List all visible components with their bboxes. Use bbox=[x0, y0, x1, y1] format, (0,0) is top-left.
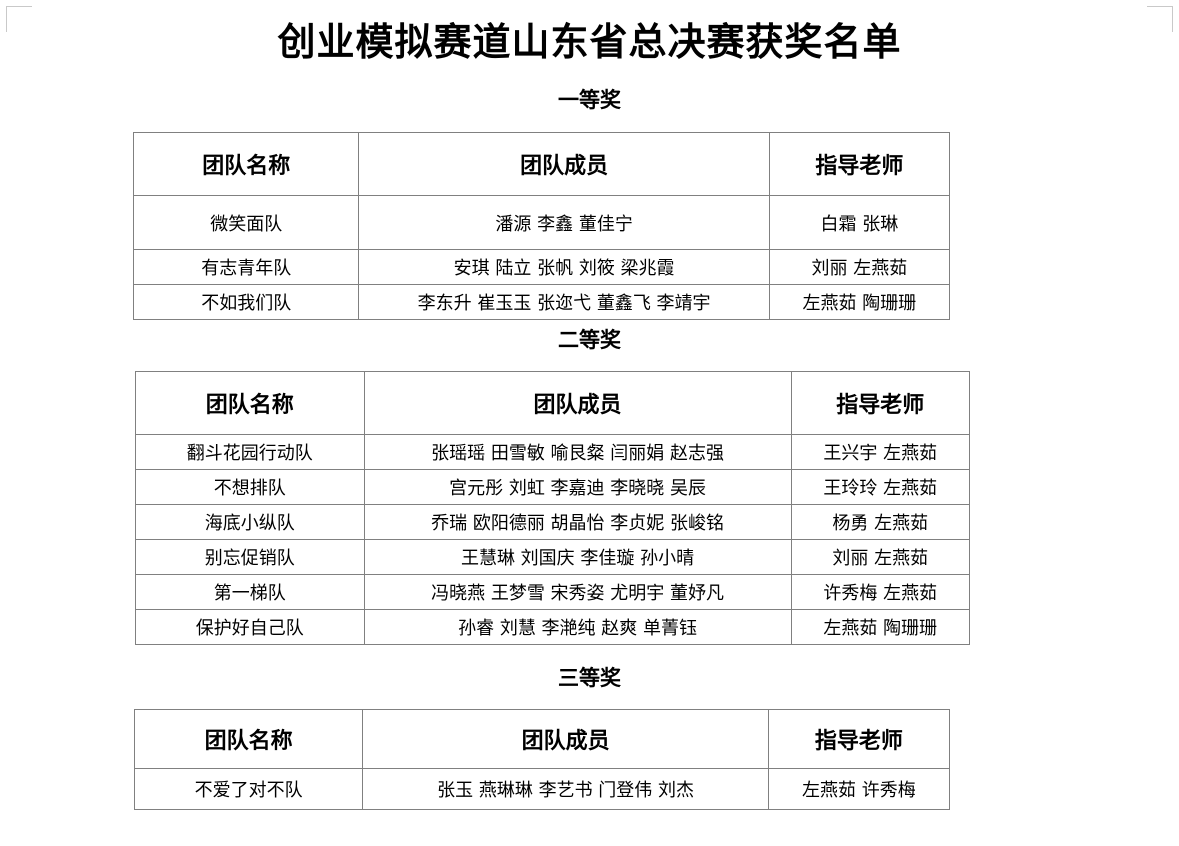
column-header-team-members: 团队成员 bbox=[363, 371, 792, 435]
table-row: 微笑面队 潘源 李鑫 董佳宁 白霜 张琳 bbox=[132, 195, 951, 250]
cell-mentor: 刘丽 左燕茹 bbox=[790, 539, 971, 575]
table-row: 第一梯队 冯晓燕 王梦雪 宋秀姿 尤明宇 董妤凡 许秀梅 左燕茹 bbox=[135, 574, 971, 610]
column-header-team-name: 团队名称 bbox=[132, 132, 360, 196]
cell-mentor: 左燕茹 陶珊珊 bbox=[768, 284, 951, 320]
cell-team-members: 乔瑞 欧阳德丽 胡晶怡 李贞妮 张峻铭 bbox=[363, 504, 792, 540]
table-row: 翻斗花园行动队 张瑶瑶 田雪敏 喻艮粲 闫丽娟 赵志强 王兴宇 左燕茹 bbox=[135, 434, 971, 470]
column-header-team-members: 团队成员 bbox=[362, 709, 769, 769]
column-header-mentor: 指导老师 bbox=[790, 371, 971, 435]
cell-team-name: 有志青年队 bbox=[132, 249, 360, 285]
cell-team-name: 翻斗花园行动队 bbox=[135, 434, 365, 470]
column-header-mentor: 指导老师 bbox=[767, 709, 951, 769]
cell-team-members: 潘源 李鑫 董佳宁 bbox=[358, 195, 770, 250]
cell-mentor: 王兴宇 左燕茹 bbox=[790, 434, 971, 470]
third-prize-table: 团队名称 团队成员 指导老师 不爱了对不队 张玉 燕琳琳 李艺书 门登伟 刘杰 … bbox=[133, 709, 951, 810]
cell-mentor: 王玲玲 左燕茹 bbox=[790, 469, 971, 505]
cell-mentor: 左燕茹 陶珊珊 bbox=[790, 609, 971, 645]
table-header-row: 团队名称 团队成员 指导老师 bbox=[132, 132, 951, 196]
table-row: 不爱了对不队 张玉 燕琳琳 李艺书 门登伟 刘杰 左燕茹 许秀梅 bbox=[133, 768, 951, 810]
cell-mentor: 刘丽 左燕茹 bbox=[768, 249, 951, 285]
table-row: 别忘促销队 王慧琳 刘国庆 李佳璇 孙小晴 刘丽 左燕茹 bbox=[135, 539, 971, 575]
table-row: 保护好自己队 孙睿 刘慧 李滟纯 赵爽 单菁钰 左燕茹 陶珊珊 bbox=[135, 609, 971, 645]
cell-team-name: 微笑面队 bbox=[132, 195, 360, 250]
table-row: 不如我们队 李东升 崔玉玉 张迩弋 董鑫飞 李靖宇 左燕茹 陶珊珊 bbox=[132, 284, 951, 320]
cell-team-members: 王慧琳 刘国庆 李佳璇 孙小晴 bbox=[363, 539, 792, 575]
column-header-team-members: 团队成员 bbox=[358, 132, 770, 196]
table-row: 有志青年队 安琪 陆立 张帆 刘筱 梁兆霞 刘丽 左燕茹 bbox=[132, 249, 951, 285]
third-prize-table-wrapper: 团队名称 团队成员 指导老师 不爱了对不队 张玉 燕琳琳 李艺书 门登伟 刘杰 … bbox=[133, 709, 951, 810]
cell-team-members: 宫元彤 刘虹 李嘉迪 李晓晓 吴辰 bbox=[363, 469, 792, 505]
column-header-mentor: 指导老师 bbox=[768, 132, 951, 196]
table-header-row: 团队名称 团队成员 指导老师 bbox=[133, 709, 951, 769]
table-row: 不想排队 宫元彤 刘虹 李嘉迪 李晓晓 吴辰 王玲玲 左燕茹 bbox=[135, 469, 971, 505]
second-prize-table: 团队名称 团队成员 指导老师 翻斗花园行动队 张瑶瑶 田雪敏 喻艮粲 闫丽娟 赵… bbox=[135, 371, 971, 645]
table-header-row: 团队名称 团队成员 指导老师 bbox=[135, 371, 971, 435]
cell-mentor: 杨勇 左燕茹 bbox=[790, 504, 971, 540]
cell-team-name: 别忘促销队 bbox=[135, 539, 365, 575]
cell-mentor: 白霜 张琳 bbox=[768, 195, 951, 250]
cell-team-name: 不如我们队 bbox=[132, 284, 360, 320]
cell-team-members: 李东升 崔玉玉 张迩弋 董鑫飞 李靖宇 bbox=[358, 284, 770, 320]
first-prize-table: 团队名称 团队成员 指导老师 微笑面队 潘源 李鑫 董佳宁 白霜 张琳 有志青年… bbox=[132, 132, 951, 320]
second-prize-table-wrapper: 团队名称 团队成员 指导老师 翻斗花园行动队 张瑶瑶 田雪敏 喻艮粲 闫丽娟 赵… bbox=[135, 371, 971, 645]
section-heading-first-prize: 一等奖 bbox=[558, 88, 621, 112]
section-heading-second-prize: 二等奖 bbox=[558, 328, 621, 352]
section-heading-third-prize: 三等奖 bbox=[558, 666, 621, 690]
cell-mentor: 许秀梅 左燕茹 bbox=[790, 574, 971, 610]
cell-team-members: 孙睿 刘慧 李滟纯 赵爽 单菁钰 bbox=[363, 609, 792, 645]
table-row: 海底小纵队 乔瑞 欧阳德丽 胡晶怡 李贞妮 张峻铭 杨勇 左燕茹 bbox=[135, 504, 971, 540]
first-prize-table-wrapper: 团队名称 团队成员 指导老师 微笑面队 潘源 李鑫 董佳宁 白霜 张琳 有志青年… bbox=[132, 132, 951, 320]
cell-team-name: 不爱了对不队 bbox=[133, 768, 364, 810]
cell-team-members: 冯晓燕 王梦雪 宋秀姿 尤明宇 董妤凡 bbox=[363, 574, 792, 610]
cell-mentor: 左燕茹 许秀梅 bbox=[767, 768, 951, 810]
column-header-team-name: 团队名称 bbox=[135, 371, 365, 435]
cell-team-members: 安琪 陆立 张帆 刘筱 梁兆霞 bbox=[358, 249, 770, 285]
cell-team-name: 保护好自己队 bbox=[135, 609, 365, 645]
cell-team-name: 第一梯队 bbox=[135, 574, 365, 610]
column-header-team-name: 团队名称 bbox=[133, 709, 364, 769]
cell-team-members: 张玉 燕琳琳 李艺书 门登伟 刘杰 bbox=[362, 768, 769, 810]
cell-team-name: 不想排队 bbox=[135, 469, 365, 505]
page-title: 创业模拟赛道山东省总决赛获奖名单 bbox=[277, 20, 902, 64]
cell-team-name: 海底小纵队 bbox=[135, 504, 365, 540]
cell-team-members: 张瑶瑶 田雪敏 喻艮粲 闫丽娟 赵志强 bbox=[363, 434, 792, 470]
